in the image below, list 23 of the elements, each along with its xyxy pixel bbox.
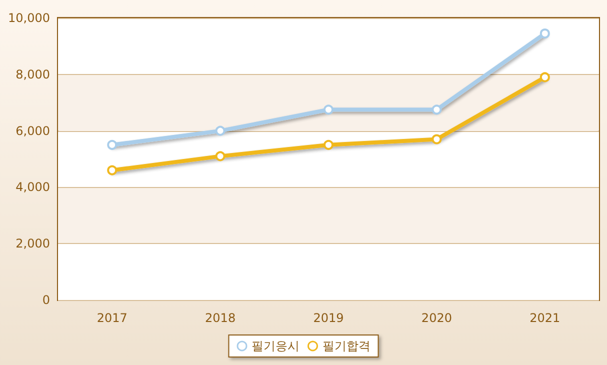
legend-label: 필기합격 [322, 339, 370, 353]
point [215, 126, 226, 136]
point [432, 104, 442, 115]
point [107, 165, 118, 176]
point [324, 104, 334, 115]
legend-label: 필기응시 [252, 339, 300, 353]
x-tick-label: 2021 [530, 311, 560, 325]
x-tick-label: 2020 [421, 311, 452, 325]
point [107, 140, 118, 150]
y-tick-label: 2,000 [16, 236, 50, 251]
point [432, 134, 442, 144]
y-tick-label: 10,000 [8, 11, 50, 25]
y-tick-label: 4,000 [16, 180, 50, 194]
y-tick-label: 8,000 [16, 67, 50, 82]
x-tick-label: 2017 [96, 311, 128, 325]
y-tick-label: 6,000 [16, 124, 50, 138]
x-tick-label: 2018 [205, 311, 236, 325]
y-tick-label: 0 [42, 293, 50, 307]
point [540, 28, 550, 39]
point [540, 72, 550, 82]
x-tick-label: 2019 [313, 311, 344, 325]
point [215, 151, 226, 162]
point [324, 140, 334, 150]
